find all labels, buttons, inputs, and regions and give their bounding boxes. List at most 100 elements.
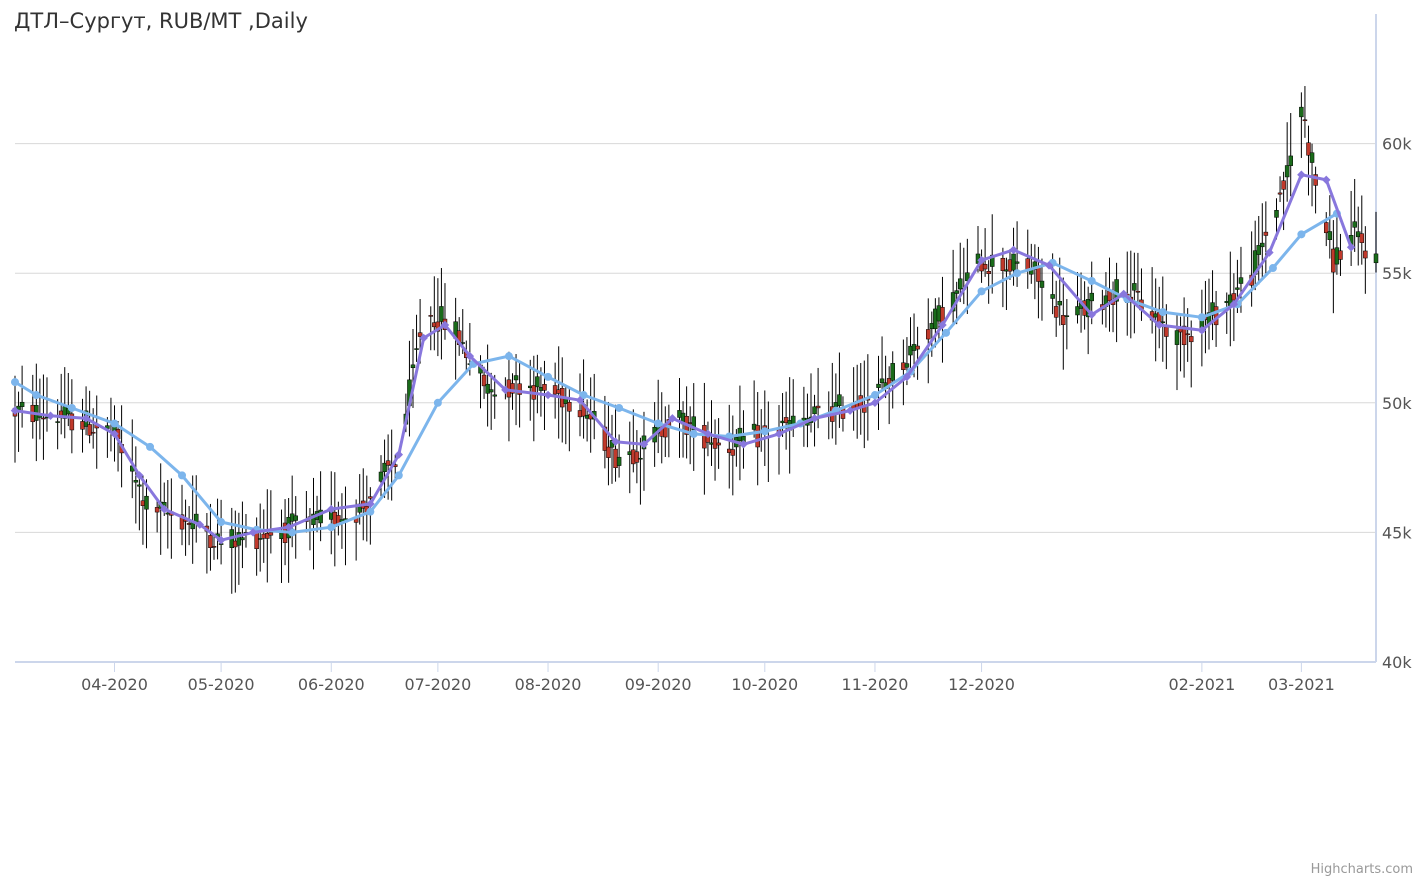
y-tick-label: 40k [1382, 653, 1412, 672]
candle-up [240, 537, 245, 541]
series-point [1229, 300, 1239, 309]
candle-down [1107, 290, 1112, 302]
series-point [703, 429, 713, 439]
candle-up [19, 401, 25, 407]
series-point [178, 471, 187, 480]
series-point [1119, 289, 1128, 299]
candle-up [257, 538, 263, 540]
candle-up [1238, 277, 1244, 284]
highcharts-credits[interactable]: Highcharts.com [1310, 862, 1413, 877]
series-point [440, 320, 450, 330]
candle-up [133, 480, 139, 483]
series-point [639, 440, 649, 449]
candle-down [1053, 306, 1059, 318]
series-point [1322, 175, 1331, 185]
series-point [10, 406, 20, 415]
series-point [1154, 320, 1164, 330]
series-point [1197, 313, 1206, 322]
series-point [110, 419, 119, 428]
x-tick-label: 04-2020 [81, 675, 148, 694]
candle-down [755, 425, 760, 448]
candle-down [510, 383, 515, 394]
series-point [81, 414, 91, 423]
series-point [135, 471, 144, 480]
candle-up [904, 363, 910, 368]
x-tick-label: 12-2020 [948, 675, 1015, 694]
candle-down [1302, 119, 1308, 122]
x-tick-label: 03-2021 [1268, 675, 1335, 694]
candle-up [879, 378, 885, 384]
candle-up [1057, 300, 1062, 306]
candle-up [616, 456, 622, 466]
candle-down [1181, 325, 1187, 346]
chart-title: ДТЛ–Сургут, RUB/MT ,Daily [14, 9, 308, 33]
candle-down [716, 442, 721, 446]
series-point [501, 385, 510, 395]
candle-down [1359, 233, 1365, 243]
x-tick-label: 09-2020 [625, 675, 692, 694]
candle-down [417, 332, 423, 337]
candle-up [144, 495, 149, 510]
series-point [327, 504, 336, 514]
series-point [11, 378, 19, 387]
series-point [902, 372, 912, 382]
candle-up [1050, 294, 1055, 299]
candle-down [783, 417, 789, 423]
series-point [146, 442, 155, 451]
series-point [977, 287, 986, 296]
candle-down [265, 533, 270, 539]
candle-up [382, 462, 387, 472]
series-point [810, 414, 819, 423]
series-point [504, 352, 513, 361]
candle-up [492, 394, 497, 397]
candle-up [890, 363, 895, 381]
x-tick-label: 07-2020 [404, 675, 471, 694]
series-point [1087, 310, 1096, 319]
candle-up [1309, 152, 1315, 163]
candle-down [542, 384, 547, 391]
candle-up [414, 348, 419, 350]
candle-up [485, 383, 490, 394]
candle-down [986, 270, 991, 274]
candle-down [208, 535, 213, 548]
candle-down [915, 345, 920, 350]
candle-up [638, 457, 643, 460]
series-point [1044, 261, 1054, 270]
candle-down [1135, 290, 1141, 293]
candle-down [268, 532, 274, 536]
x-tick-label: 02-2021 [1168, 675, 1235, 694]
candle-down [481, 374, 487, 387]
series-point [654, 419, 663, 428]
series-point [611, 437, 620, 446]
candle-up [1352, 221, 1357, 228]
candle-up [1299, 106, 1304, 118]
series-point [1158, 308, 1167, 317]
candle-down [69, 413, 75, 431]
candle-down [1061, 315, 1066, 325]
series-point [845, 406, 855, 415]
series-point [366, 507, 375, 516]
series-point [1297, 170, 1306, 179]
candle-up [1260, 242, 1265, 248]
series-point [217, 518, 226, 527]
x-tick-label: 05-2020 [188, 675, 255, 694]
candle-up [1089, 292, 1094, 302]
y-tick-label: 60k [1382, 135, 1412, 154]
candle-down [1231, 293, 1237, 301]
candle-up [513, 375, 519, 381]
series-point [1197, 325, 1207, 335]
candle-up [876, 383, 881, 388]
candle-up [957, 278, 963, 290]
candle-down [1313, 174, 1318, 186]
series-point [543, 390, 553, 400]
series-point [67, 403, 76, 412]
candle-down [368, 496, 373, 499]
candle-up [55, 421, 60, 423]
candle-up [1235, 287, 1240, 290]
candle-down [1000, 257, 1006, 271]
candle-down [730, 449, 736, 456]
candle-up [410, 364, 416, 369]
series-point [288, 528, 297, 537]
candle-up [837, 394, 842, 406]
